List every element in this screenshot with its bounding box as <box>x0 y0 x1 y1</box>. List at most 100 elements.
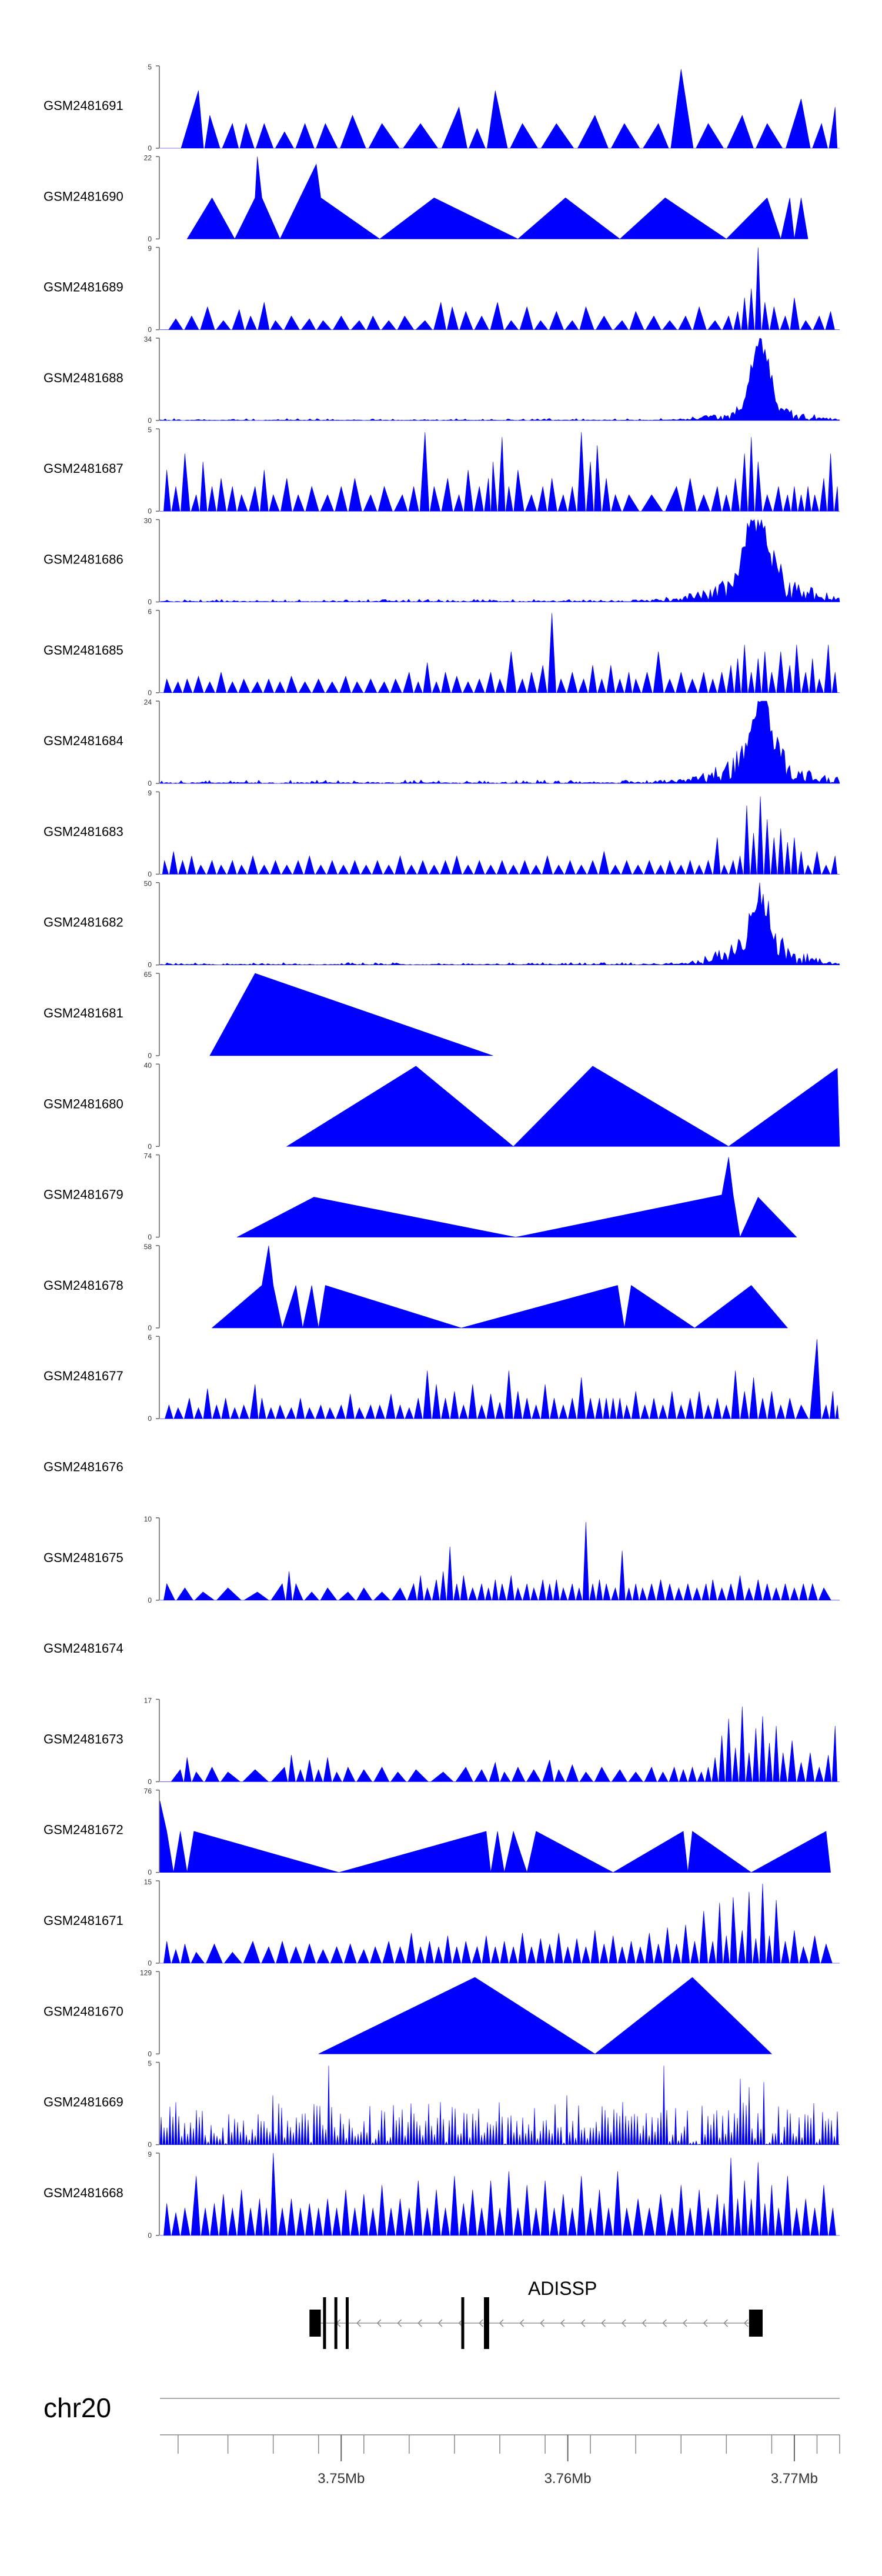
gene-exon <box>323 2297 326 2349</box>
axis-tick-label: 3.75Mb <box>318 2471 365 2487</box>
track-label: GSM2481676 <box>44 1460 123 1474</box>
track-label: GSM2481690 <box>44 189 123 203</box>
coverage-area <box>160 247 840 330</box>
y-axis-max-label: 6 <box>148 608 152 616</box>
y-axis-max-label: 24 <box>144 698 152 706</box>
coverage-area <box>236 1157 797 1238</box>
coverage-area <box>209 973 493 1056</box>
chromosome-label: chr20 <box>44 2393 111 2423</box>
strand-arrow <box>519 2319 524 2327</box>
track-label: GSM2481691 <box>44 98 123 113</box>
track-label: GSM2481677 <box>44 1369 123 1383</box>
track-GSM2481670: GSM2481670 129 0 <box>44 1968 773 2058</box>
track-label: GSM2481680 <box>44 1096 123 1111</box>
track-GSM2481673: GSM2481673 17 0 <box>44 1696 840 1786</box>
track-label: GSM2481678 <box>44 1278 123 1293</box>
coverage-area <box>160 1883 840 1964</box>
y-axis-max-label: 76 <box>144 1787 152 1796</box>
y-axis-max-label: 34 <box>144 335 152 343</box>
y-axis-max-label: 6 <box>148 1333 152 1342</box>
y-axis-min-label: 0 <box>148 1052 152 1060</box>
gene-exon <box>749 2310 763 2337</box>
y-axis-min-label: 0 <box>148 1233 152 1242</box>
genome-axis-track: chr20 3.75Mb 3.76Mb 3.77Mb <box>44 2393 840 2487</box>
strand-arrow <box>642 2319 647 2327</box>
track-GSM2481677: GSM2481677 6 0 <box>44 1333 840 1423</box>
track-label: GSM2481688 <box>44 371 123 385</box>
y-axis-max-label: 10 <box>144 1515 152 1523</box>
y-axis-min-label: 0 <box>148 1777 152 1786</box>
y-axis-min-label: 0 <box>148 416 152 425</box>
y-axis-min-label: 0 <box>148 1414 152 1423</box>
y-axis-max-label: 40 <box>144 1061 152 1069</box>
gene-exon <box>309 2310 321 2337</box>
strand-arrow <box>376 2319 382 2327</box>
gene-exon <box>334 2297 338 2349</box>
y-axis-min-label: 0 <box>148 2050 152 2058</box>
y-axis-max-label: 9 <box>148 245 152 253</box>
y-axis-max-label: 129 <box>140 1968 152 1977</box>
coverage-area <box>160 69 840 149</box>
track-label: GSM2481671 <box>44 1913 123 1928</box>
y-axis-max-label: 5 <box>148 2060 152 2068</box>
track-label: GSM2481684 <box>44 733 123 748</box>
coverage-area <box>160 796 840 875</box>
track-label: GSM2481669 <box>44 2095 123 2110</box>
axis-tick-label: 3.76Mb <box>544 2471 592 2487</box>
y-axis-max-label: 65 <box>144 970 152 979</box>
coverage-area <box>160 2153 840 2236</box>
track-label: GSM2481681 <box>44 1006 123 1020</box>
y-axis-min-label: 0 <box>148 1142 152 1150</box>
y-axis-max-label: 5 <box>148 63 152 71</box>
coverage-area <box>159 700 840 784</box>
coverage-area <box>211 1245 789 1329</box>
y-axis-min-label: 0 <box>148 598 152 606</box>
y-axis-min-label: 0 <box>148 1868 152 1877</box>
strand-arrow <box>499 2319 504 2327</box>
coverage-area <box>159 338 840 421</box>
strand-arrow <box>622 2319 626 2327</box>
track-GSM2481686: GSM2481686 30 0 <box>44 517 840 606</box>
track-label: GSM2481674 <box>44 1641 123 1656</box>
track-GSM2481687: GSM2481687 5 0 <box>44 426 840 515</box>
strand-arrow <box>662 2319 667 2327</box>
strand-arrow <box>540 2319 544 2327</box>
strand-arrow <box>437 2319 443 2327</box>
track-GSM2481675: GSM2481675 10 0 <box>44 1515 840 1604</box>
strand-arrow <box>703 2319 708 2327</box>
y-axis-min-label: 0 <box>148 507 152 515</box>
y-axis-max-label: 58 <box>144 1243 152 1251</box>
y-axis-min-label: 0 <box>148 326 152 334</box>
y-axis-min-label: 0 <box>148 144 152 152</box>
track-GSM2481688: GSM2481688 34 0 <box>44 335 840 425</box>
axis-tick-label: 3.77Mb <box>771 2471 818 2487</box>
y-axis-max-label: 9 <box>148 2150 152 2158</box>
y-axis-max-label: 30 <box>144 517 152 525</box>
y-axis-min-label: 0 <box>148 689 152 697</box>
track-GSM2481683: GSM2481683 9 0 <box>44 789 840 878</box>
coverage-area <box>159 2066 840 2145</box>
track-GSM2481676: GSM2481676 <box>44 1460 123 1474</box>
gene-exon <box>486 2297 489 2349</box>
coverage-area <box>160 1521 840 1601</box>
gene-model-track: ADISSP <box>309 2278 763 2349</box>
strand-arrow <box>744 2319 749 2327</box>
strand-arrow <box>560 2319 565 2327</box>
track-label: GSM2481682 <box>44 915 123 930</box>
track-GSM2481671: GSM2481671 15 0 <box>44 1878 840 1967</box>
track-label: GSM2481685 <box>44 643 123 658</box>
track-GSM2481680: GSM2481680 40 0 <box>44 1061 840 1150</box>
track-GSM2481681: GSM2481681 65 0 <box>44 970 493 1060</box>
strand-arrow <box>683 2319 687 2327</box>
y-axis-min-label: 0 <box>148 961 152 969</box>
y-axis-min-label: 0 <box>148 1596 152 1604</box>
track-GSM2481691: GSM2481691 5 0 <box>44 63 840 152</box>
gene-exon <box>345 2297 349 2349</box>
track-label: GSM2481670 <box>44 2004 123 2018</box>
coverage-area <box>186 156 808 240</box>
coverage-area <box>160 1339 840 1419</box>
track-label: GSM2481689 <box>44 280 123 295</box>
track-GSM2481669: GSM2481669 5 0 <box>44 2060 840 2149</box>
y-axis-max-label: 5 <box>148 426 152 434</box>
